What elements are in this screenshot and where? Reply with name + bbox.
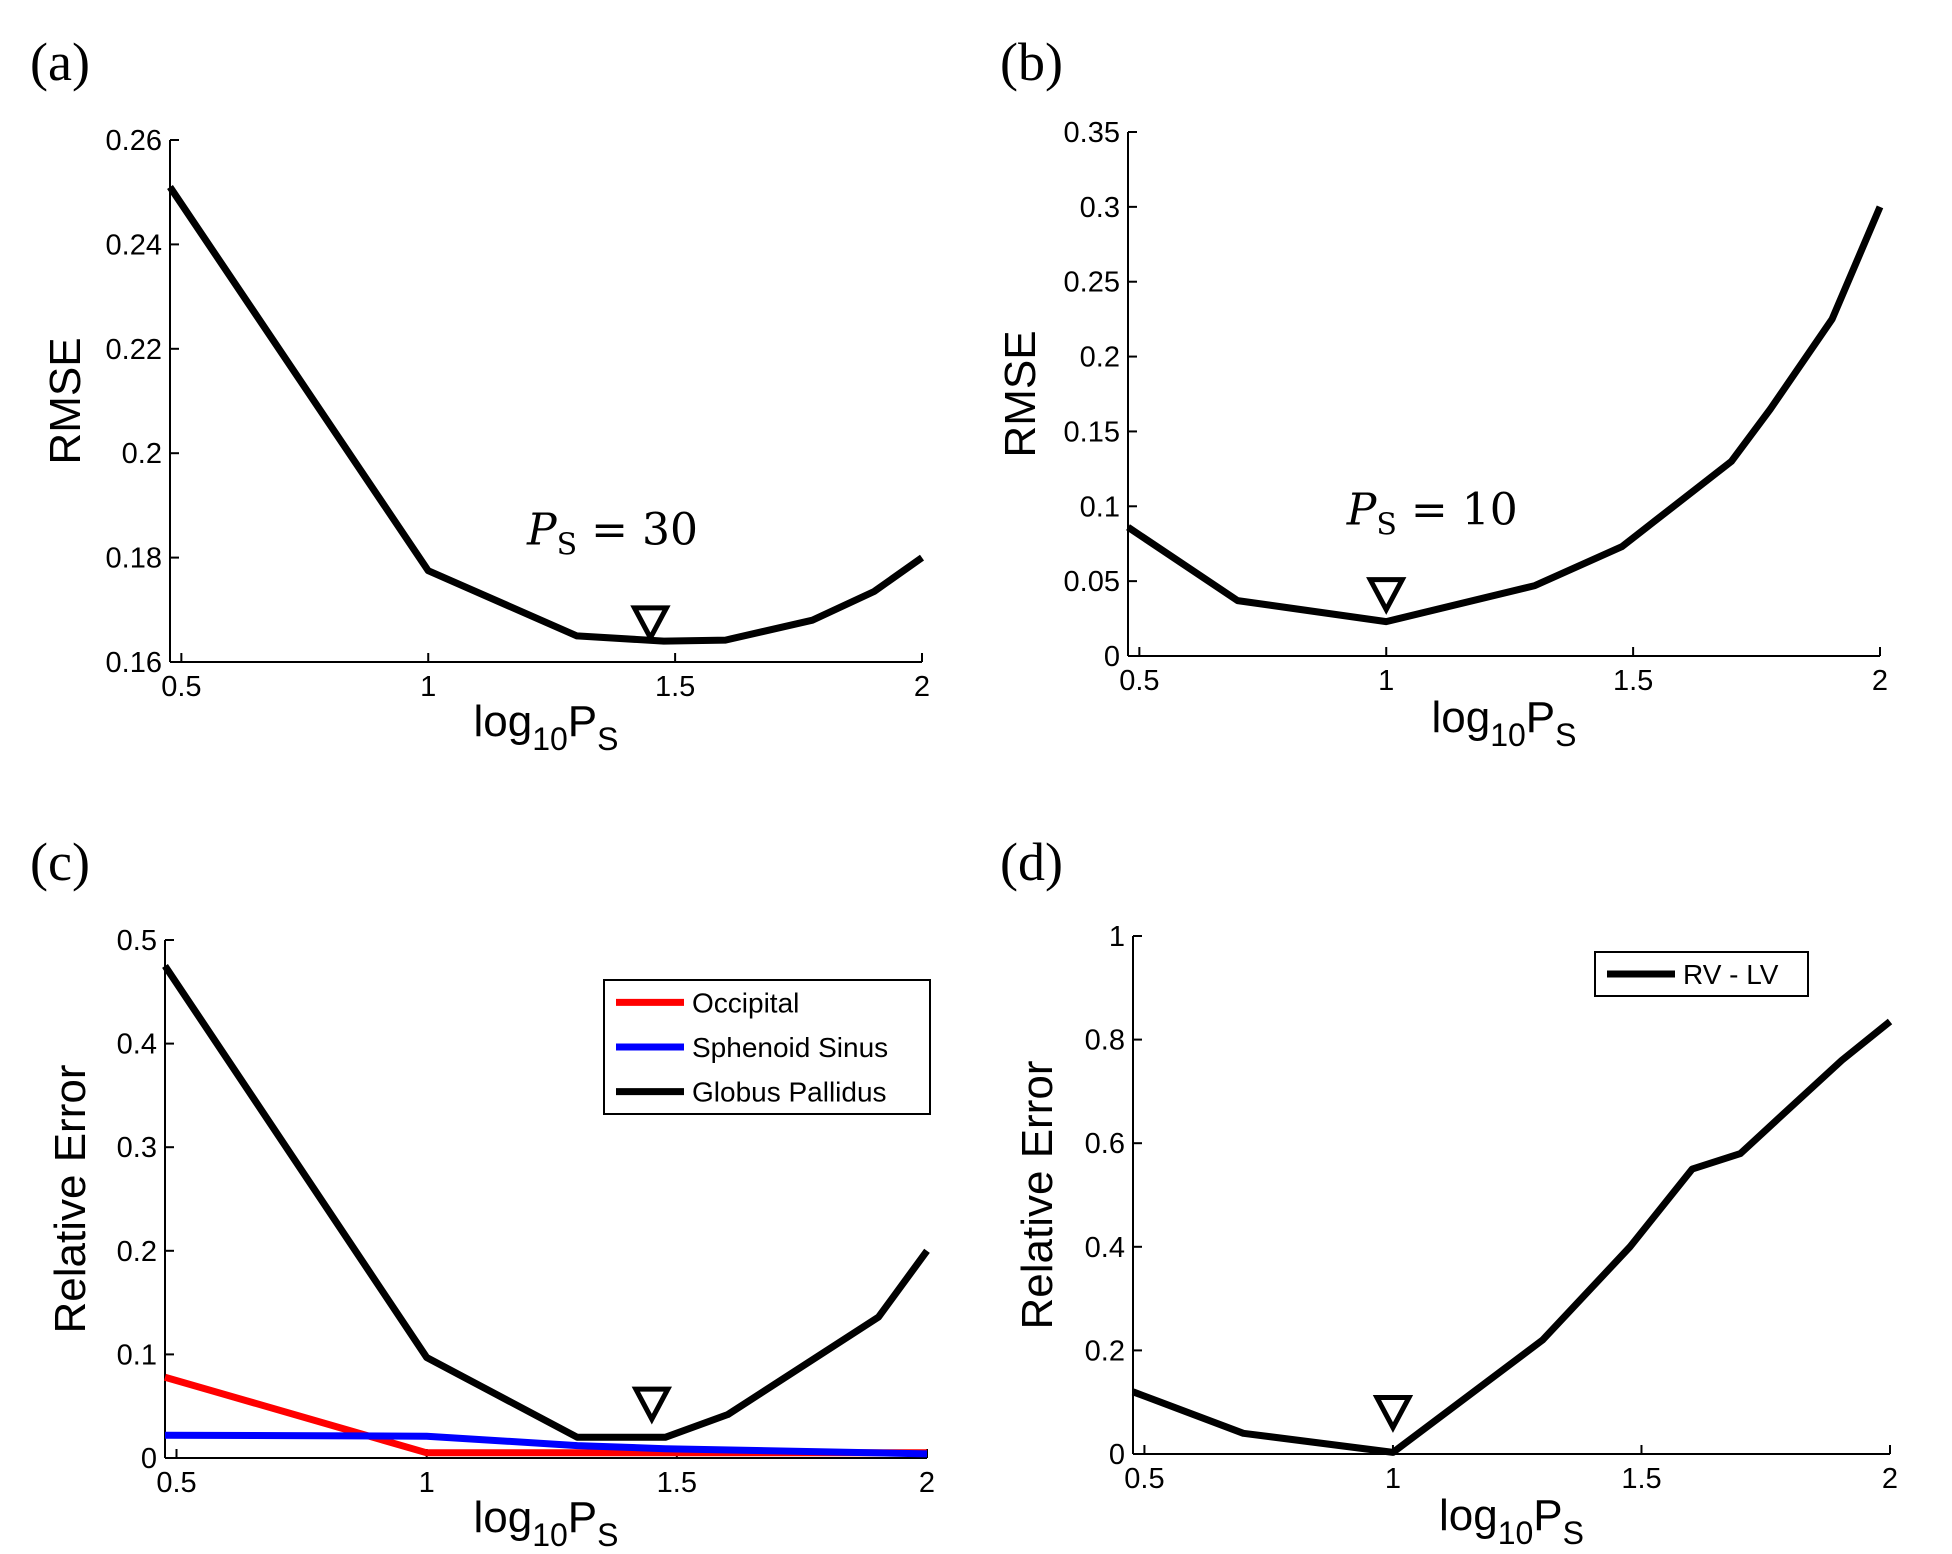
minimum-marker	[1366, 577, 1407, 615]
legend-entry-label: Occipital	[692, 987, 799, 1018]
x-tick-label: 1.5	[1613, 665, 1653, 697]
y-tick-label: 0	[1104, 641, 1120, 673]
x-tick-label: 1.5	[657, 1467, 697, 1499]
x-axis-label: log10PS	[1431, 693, 1576, 753]
series-line-main	[1126, 205, 1884, 626]
y-tick-label: 0	[141, 1443, 157, 1475]
minimum-marker	[630, 605, 671, 644]
legend: RV - LV	[1594, 951, 1809, 997]
series-line-globus-pallidus	[162, 963, 930, 1441]
x-tick-label: 2	[919, 1467, 935, 1499]
chart-panel-c: (c) 0.5 1 1.5 2 0 0.1 0.2 0.3 0.4 0.5 Relative Erro…	[30, 832, 935, 1553]
y-tick-label: 0.1	[117, 1339, 157, 1371]
minimum-annotation: PS = 30	[526, 505, 698, 563]
y-tick-label: 0.8	[1085, 1025, 1125, 1057]
x-tick-label: 1	[419, 1467, 435, 1499]
series-line-sphenoid-sinus	[164, 1431, 928, 1458]
x-tick-label: 0.5	[161, 671, 201, 703]
chart-panel-a: (a) 0.5 1 1.5 2 0.16 0.18 0.2 0.22 0.24 0.26 RMSE lo…	[30, 32, 930, 757]
x-axis-label: log10PS	[473, 1493, 618, 1553]
x-tick-label: 1.5	[1621, 1463, 1661, 1495]
x-tick-label: 1	[420, 671, 436, 703]
x-tick-label: 1	[1385, 1463, 1401, 1495]
chart-panel-b: (b) 0.5 1 1.5 2 0 0.05 0.1 0.15 0.2 0.25 0.3 0.35 RMS…	[996, 32, 1888, 753]
panel-label: (a)	[30, 32, 90, 92]
y-tick-label: 0.15	[1064, 416, 1120, 448]
y-tick-label: 0.1	[1080, 491, 1120, 523]
legend-entry-label: RV - LV	[1683, 959, 1779, 990]
y-tick-label: 0.6	[1085, 1128, 1125, 1160]
chart-panel-d: (d) 0.5 1 1.5 2 0 0.2 0.4 0.6 0.8 1 Relative Error l…	[1000, 832, 1898, 1551]
minimum-marker	[1372, 1395, 1414, 1433]
panel-label: (b)	[1000, 32, 1063, 92]
y-tick-label: 0.26	[106, 125, 162, 157]
series-line-main	[167, 185, 925, 645]
y-tick-label: 0.3	[1080, 192, 1120, 224]
y-tick-label: 0.2	[1085, 1335, 1125, 1367]
x-tick-label: 0.5	[1124, 1463, 1164, 1495]
x-tick-label: 2	[914, 671, 930, 703]
y-axis-label: RMSE	[996, 330, 1045, 457]
y-tick-label: 1	[1109, 921, 1125, 953]
y-tick-label: 0.05	[1064, 566, 1120, 598]
minimum-annotation: PS = 10	[1346, 484, 1518, 542]
y-tick-label: 0.5	[117, 925, 157, 957]
y-axis-label: Relative Error	[46, 1065, 95, 1334]
x-tick-label: 1.5	[655, 671, 695, 703]
x-tick-label: 2	[1882, 1463, 1898, 1495]
y-tick-label: 0.24	[106, 229, 162, 261]
y-tick-label: 0.2	[122, 438, 162, 470]
y-tick-label: 0.4	[1085, 1232, 1125, 1264]
y-axis-label: Relative Error	[1013, 1061, 1062, 1330]
legend-entry-label: Sphenoid Sinus	[692, 1032, 888, 1063]
y-tick-label: 0.16	[106, 647, 162, 679]
x-tick-label: 0.5	[1119, 665, 1159, 697]
y-tick-label: 0.35	[1064, 117, 1120, 149]
minimum-marker	[631, 1386, 672, 1425]
y-tick-label: 0	[1109, 1439, 1125, 1471]
x-axis-label: log10PS	[1439, 1491, 1584, 1551]
x-tick-label: 2	[1872, 665, 1888, 697]
y-tick-label: 0.3	[117, 1132, 157, 1164]
x-tick-label: 0.5	[156, 1467, 196, 1499]
x-axis-label: log10PS	[473, 697, 618, 757]
y-tick-label: 0.22	[106, 334, 162, 366]
x-tick-label: 1	[1378, 665, 1394, 697]
legend: Occipital Sphenoid Sinus Globus Pallidus	[603, 979, 931, 1115]
panel-label: (c)	[30, 832, 90, 892]
legend-entry-label: Globus Pallidus	[692, 1077, 887, 1108]
panel-label: (d)	[1000, 832, 1063, 892]
y-tick-label: 0.25	[1064, 267, 1120, 299]
y-tick-label: 0.18	[106, 543, 162, 575]
y-tick-label: 0.2	[1080, 342, 1120, 374]
y-axis-label: RMSE	[41, 337, 90, 464]
y-tick-label: 0.2	[117, 1236, 157, 1268]
series-line-rv-lv	[1131, 1018, 1893, 1456]
y-tick-label: 0.4	[117, 1029, 157, 1061]
